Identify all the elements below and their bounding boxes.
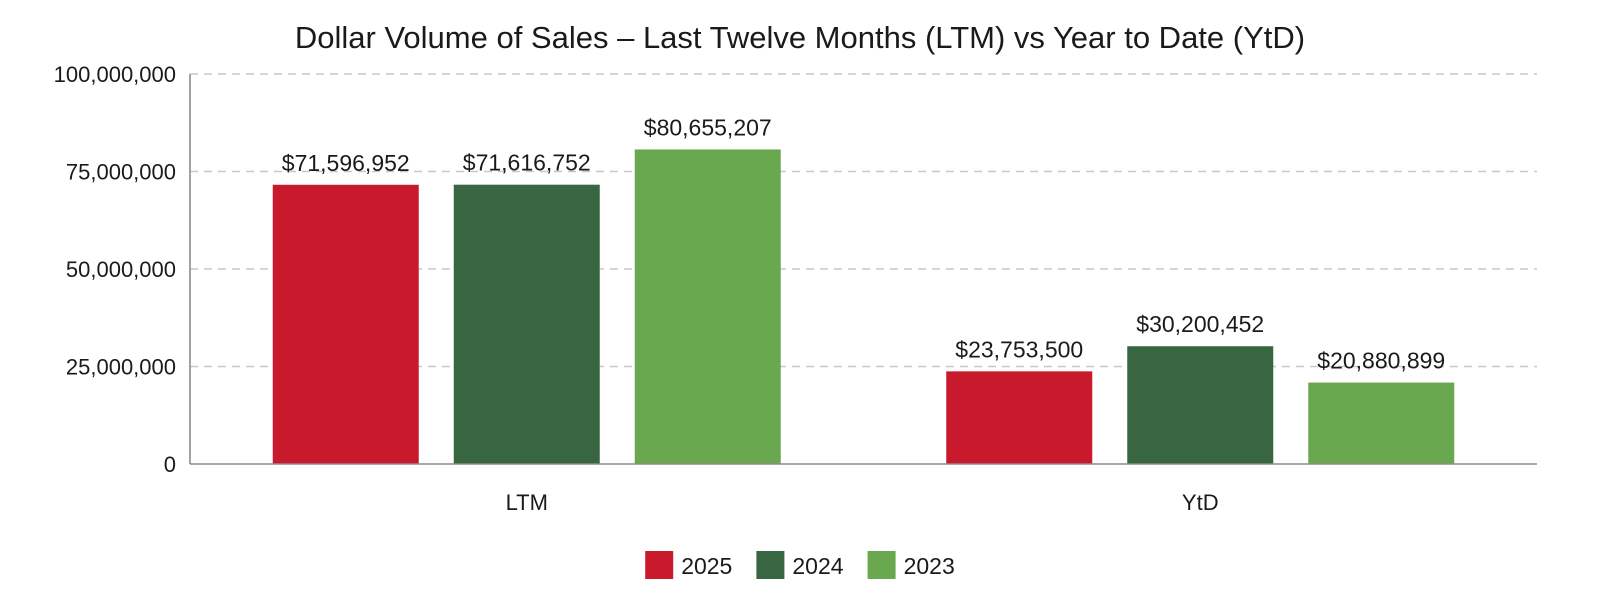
legend-label: 2025 [681, 553, 732, 579]
legend-label: 2024 [792, 553, 843, 579]
y-tick-label: 100,000,000 [54, 62, 176, 87]
data-label: $80,655,207 [644, 114, 772, 140]
y-tick-label: 50,000,000 [66, 257, 176, 282]
legend: 2025 2024 2023 [645, 551, 955, 579]
y-tick-label: 75,000,000 [66, 160, 176, 185]
legend-swatch-2023 [867, 551, 896, 579]
x-axis: LTM YtD [190, 463, 1537, 515]
bar-2023-ltm [634, 149, 781, 464]
chart-title: Dollar Volume of Sales – Last Twelve Mon… [295, 20, 1305, 55]
data-label: $23,753,500 [955, 336, 1083, 362]
data-labels: $71,596,952 $71,616,752 $80,655,207 $23,753… [282, 114, 1445, 373]
data-label: $20,880,899 [1317, 348, 1445, 374]
bar-2025-ytd [946, 371, 1093, 464]
legend-label: 2023 [904, 553, 955, 579]
bar-2023-ytd [1308, 382, 1455, 464]
y-tick-label: 25,000,000 [66, 355, 176, 380]
x-category-label: LTM [506, 490, 548, 515]
legend-swatch-2024 [756, 551, 785, 579]
data-label: $30,200,452 [1136, 311, 1264, 337]
legend-swatch-2025 [645, 551, 674, 579]
bar-2024-ltm [453, 184, 600, 464]
y-axis: 0 25,000,000 50,000,000 75,000,000 100,000,0… [54, 62, 191, 477]
bar-2025-ltm [272, 184, 419, 464]
data-label: $71,596,952 [282, 150, 410, 176]
data-label: $71,616,752 [463, 150, 591, 176]
bar-2024-ytd [1127, 346, 1274, 464]
bars [272, 149, 1455, 464]
x-category-label: YtD [1182, 490, 1219, 515]
y-tick-label: 0 [164, 452, 176, 477]
